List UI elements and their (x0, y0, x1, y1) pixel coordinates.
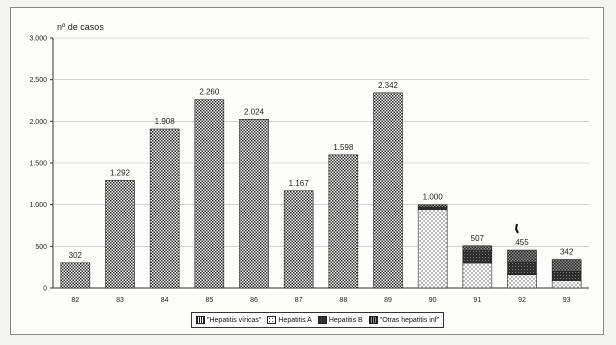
bar-value-label: 2.024 (244, 107, 265, 116)
bar-value-label: 2.260 (199, 88, 220, 97)
bar-value-label: 1.000 (423, 193, 444, 202)
axes-group: 0 500 1.000 1.500 2.000 2.500 3.000 (29, 36, 589, 293)
bar-91-series-2 (462, 250, 493, 264)
y-tick-label: 2.000 (29, 119, 47, 126)
bar-92-series-3 (507, 249, 537, 263)
bar-value-label: 1.167 (289, 179, 310, 188)
bar-93-series-2 (551, 271, 582, 281)
y-axis-label: nº de casos (57, 22, 104, 32)
bar-value-label: 2.342 (378, 81, 399, 90)
chart-frame: 0 500 1.000 1.500 2.000 2.500 3.000 82 302 83 1.2… (10, 7, 604, 335)
y-tick-label: 3.000 (29, 36, 47, 43)
bar-84-series-0 (149, 128, 180, 289)
legend-swatch-check-dark (368, 316, 378, 324)
y-tick-label: 0 (43, 286, 47, 293)
x-tick-label: 82 (71, 297, 79, 304)
x-tick-label: 87 (295, 297, 303, 304)
legend-label: Hepatitis B (328, 316, 363, 324)
bar-92-series-2 (507, 261, 537, 275)
legend-swatch-dots (267, 316, 277, 324)
bar-91-series-1 (462, 262, 493, 289)
legend-item-hepatitis-viricas: "Hepatitis víricas" (196, 316, 261, 324)
legend-item-hepatitis-b: Hepatitis B (317, 316, 363, 324)
y-tick-label: 1.500 (29, 161, 47, 168)
bar-93-series-3 (551, 259, 582, 272)
chart-svg: 0 500 1.000 1.500 2.000 2.500 3.000 82 302 83 1.2… (29, 22, 589, 304)
x-tick-label: 83 (116, 297, 124, 304)
bar-93-series-1 (551, 280, 582, 289)
bar-value-label: 1.598 (333, 143, 354, 152)
legend-label: "Otras hepatitis inf" (379, 316, 440, 324)
bar-89-series-0 (373, 92, 403, 289)
x-tick-label: 92 (518, 297, 526, 304)
legend-label: "Hepatitis víricas" (207, 316, 262, 324)
bar-value-label: 302 (69, 251, 83, 260)
bar-value-label: 1.292 (110, 168, 131, 177)
pen-mark (514, 223, 519, 234)
x-tick-label: 84 (161, 297, 169, 304)
legend: "Hepatitis víricas" Hepatitis A Hepatiti… (191, 312, 445, 328)
bar-91-series-3 (462, 245, 493, 251)
bar-90-series-3 (417, 204, 448, 208)
bar-90-series-1 (417, 209, 448, 289)
y-tick-label: 2.500 (29, 77, 47, 84)
x-tick-label: 85 (205, 297, 213, 304)
bar-value-label: 342 (560, 248, 574, 257)
bar-value-label: 1.908 (155, 117, 176, 126)
bar-85-series-0 (194, 99, 225, 289)
legend-item-hepatitis-a: Hepatitis A (267, 316, 312, 324)
x-tick-label: 93 (563, 297, 571, 304)
bars-group (60, 92, 582, 289)
bar-value-label: 507 (471, 234, 485, 243)
bar-value-label: 455 (515, 238, 529, 247)
x-tick-label: 90 (429, 297, 437, 304)
x-tick-label: 86 (250, 297, 258, 304)
bar-88-series-0 (328, 154, 359, 289)
bar-87-series-0 (283, 190, 314, 289)
bar-90-series-2 (417, 206, 448, 210)
y-tick-label: 1.000 (29, 202, 47, 209)
y-tick-label: 500 (35, 244, 47, 251)
bar-83-series-0 (105, 180, 135, 289)
legend-swatch-dark (317, 316, 327, 324)
legend-label: Hepatitis A (278, 316, 312, 324)
x-tick-label: 91 (473, 297, 481, 304)
legend-swatch-checker (196, 316, 205, 324)
x-tick-label: 89 (384, 297, 392, 304)
x-tick-label: 88 (339, 297, 347, 304)
bar-82-series-0 (60, 262, 91, 289)
legend-item-otras-hepatitis: "Otras hepatitis inf" (368, 316, 440, 324)
bar-86-series-0 (239, 119, 269, 289)
labels-group: 82 302 83 1.292 84 1.908 85 2.260 86 2.024 87 1.167… (69, 81, 574, 304)
bar-92-series-1 (507, 274, 537, 289)
